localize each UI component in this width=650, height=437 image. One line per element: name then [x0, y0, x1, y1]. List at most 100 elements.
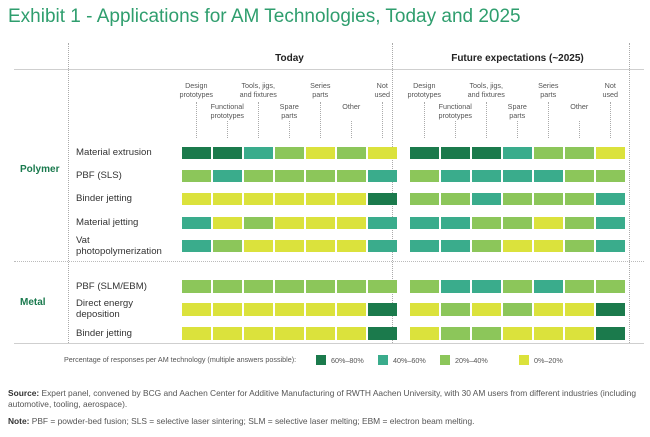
column-label-line1: Tools, jigs, [469, 81, 504, 90]
heatmap-cell [368, 192, 397, 205]
heatmap-cell [410, 216, 439, 229]
legend-label: 20%–40% [455, 356, 488, 365]
heatmap-cell [213, 169, 242, 182]
heatmap-cell [275, 169, 304, 182]
row-label-line1: Material extrusion [76, 147, 152, 159]
column-label-line2: prototypes [407, 89, 442, 99]
heatmap-cell [441, 303, 470, 316]
heatmap-cell [410, 239, 439, 252]
column-label-line1: Design [413, 81, 436, 90]
legend-label: 40%–60% [393, 356, 426, 365]
heatmap-cell [213, 216, 242, 229]
legend-swatch [519, 355, 529, 365]
heatmap-cell [244, 280, 273, 293]
heatmap-cell [368, 146, 397, 159]
column-guide [610, 102, 612, 138]
heatmap-cell [534, 239, 563, 252]
heatmap-cell [410, 192, 439, 205]
column-label-line2: prototypes [179, 89, 214, 99]
heatmap-cell [565, 280, 594, 293]
column-label: Other [549, 102, 609, 112]
heatmap-cell [337, 146, 366, 159]
heatmap-cell [503, 216, 532, 229]
column-label: Design prototypes [394, 81, 454, 99]
heatmap-cell [182, 280, 211, 293]
row-label-line1: Direct energy [76, 298, 134, 310]
source-note: Source: Expert panel, convened by BCG an… [8, 388, 640, 409]
row-label-line1: Binder jetting [76, 327, 132, 339]
heatmap-cell [410, 280, 439, 293]
heatmap-cell [213, 303, 242, 316]
heatmap-cell [534, 327, 563, 340]
heatmap-cell [337, 216, 366, 229]
heatmap-cell [596, 146, 625, 159]
column-label-line1: Functional [438, 102, 472, 111]
row-label: PBF (SLS) [76, 170, 180, 181]
column-label-line2: used [374, 89, 391, 99]
legend-swatch [378, 355, 388, 365]
heatmap-cell [596, 303, 625, 316]
heatmap-cell [182, 169, 211, 182]
heatmap-cell [441, 239, 470, 252]
heatmap-cell [306, 280, 335, 293]
heatmap-cell [337, 169, 366, 182]
legend-title: Percentage of responses per AM technolog… [64, 355, 297, 364]
column-label-line1: Other [570, 102, 589, 111]
heatmap-cell [596, 192, 625, 205]
column-guide [424, 102, 426, 138]
column-guide [196, 102, 198, 138]
heatmap-cell [565, 192, 594, 205]
column-label-line2: parts [312, 89, 329, 99]
heatmap-cell [306, 192, 335, 205]
heatmap-cell [503, 239, 532, 252]
heatmap-cell [213, 239, 242, 252]
note-text: PBF = powder-bed fusion; SLS = selective… [29, 416, 475, 426]
column-label-line2: parts [509, 110, 526, 120]
column-label-line1: Not [604, 81, 616, 90]
heatmap-cell [472, 303, 501, 316]
column-label-line2: and fixtures [239, 89, 277, 99]
heatmap-cell [244, 239, 273, 252]
heatmap-cell [275, 192, 304, 205]
heatmap-cell [565, 169, 594, 182]
row-label-line1: PBF (SLM/EBM) [76, 280, 147, 292]
column-label-line1: Other [342, 102, 361, 111]
heatmap-cell [275, 280, 304, 293]
column-label: Series parts [290, 81, 350, 99]
heatmap-cell [503, 146, 532, 159]
heatmap-cell [472, 169, 501, 182]
category-divider [14, 261, 644, 262]
column-label-line2: prototypes [210, 110, 245, 120]
legend-swatch [316, 355, 326, 365]
heatmap-cell [441, 146, 470, 159]
heatmap-cell [244, 192, 273, 205]
heatmap-cell [244, 327, 273, 340]
heatmap-cell [244, 146, 273, 159]
legend-swatch [440, 355, 450, 365]
heatmap-cell [534, 280, 563, 293]
right-divider [629, 43, 630, 343]
note-label: Note: [8, 416, 30, 426]
header-rule [14, 69, 644, 70]
heatmap-cell [596, 239, 625, 252]
heatmap-cell [534, 192, 563, 205]
column-guide [289, 121, 291, 138]
row-label-line2: photopolymerization [76, 245, 162, 257]
heatmap-cell [306, 327, 335, 340]
heatmap-cell [213, 146, 242, 159]
column-guide [455, 121, 457, 138]
heatmap-cell [503, 327, 532, 340]
row-label: Binder jetting [76, 193, 180, 204]
heatmap-cell [503, 303, 532, 316]
column-label-line1: Functional [210, 102, 244, 111]
abbreviation-note: Note: PBF = powder-bed fusion; SLS = sel… [8, 416, 640, 427]
heatmap-cell [244, 216, 273, 229]
heatmap-cell [275, 327, 304, 340]
heatmap-cell [534, 303, 563, 316]
row-label: PBF (SLM/EBM) [76, 281, 180, 292]
column-label: Tools, jigs, and fixtures [228, 81, 288, 99]
heatmap-cell [337, 303, 366, 316]
category-label-metal: Metal [20, 297, 46, 308]
column-label-line2: parts [540, 89, 557, 99]
heatmap-cell [410, 146, 439, 159]
